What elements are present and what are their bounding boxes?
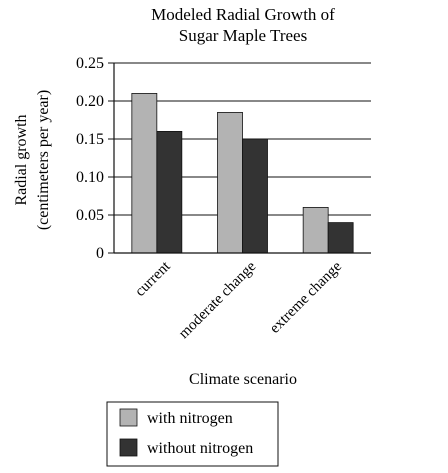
x-axis-title: Climate scenario <box>189 371 297 388</box>
chart-title-line-2: Sugar Maple Trees <box>179 26 307 45</box>
legend-swatch-with-nitrogen <box>119 408 138 427</box>
legend-box <box>106 401 279 467</box>
x-axis-categories: current moderate change extreme change <box>132 258 345 342</box>
legend: with nitrogen without nitrogen <box>106 401 279 467</box>
legend-label-without-nitrogen: without nitrogen <box>147 440 253 457</box>
legend-swatch-without-nitrogen <box>119 438 138 457</box>
y-tick-label: 0 <box>96 245 104 262</box>
x-category-label: moderate change <box>176 258 260 342</box>
bars <box>131 93 354 254</box>
y-axis-ticks: 0.25 0.20 0.15 0.10 0.05 0 <box>76 55 114 262</box>
y-tick-label: 0.25 <box>76 55 104 72</box>
y-tick-label: 0.20 <box>76 93 104 110</box>
y-axis-title-line-2: (centimeters per year) <box>35 90 52 230</box>
bar-current-without-nitrogen <box>156 130 183 254</box>
bar-extreme-change-without-nitrogen <box>327 222 354 254</box>
legend-label-with-nitrogen: with nitrogen <box>147 410 233 427</box>
y-tick-label: 0.05 <box>76 207 104 224</box>
x-category-label: extreme change <box>267 258 345 336</box>
chart-title-line-1: Modeled Radial Growth of <box>151 5 335 24</box>
y-axis-title-line-1: Radial growth <box>13 114 30 205</box>
bar-current-with-nitrogen <box>131 93 158 254</box>
y-tick-label: 0.15 <box>76 131 104 148</box>
bar-moderate-change-with-nitrogen <box>217 112 243 254</box>
y-tick-label: 0.10 <box>76 169 104 186</box>
bar-moderate-change-without-nitrogen <box>242 138 268 254</box>
bar-extreme-change-with-nitrogen <box>302 206 329 254</box>
x-category-label: current <box>132 258 174 300</box>
